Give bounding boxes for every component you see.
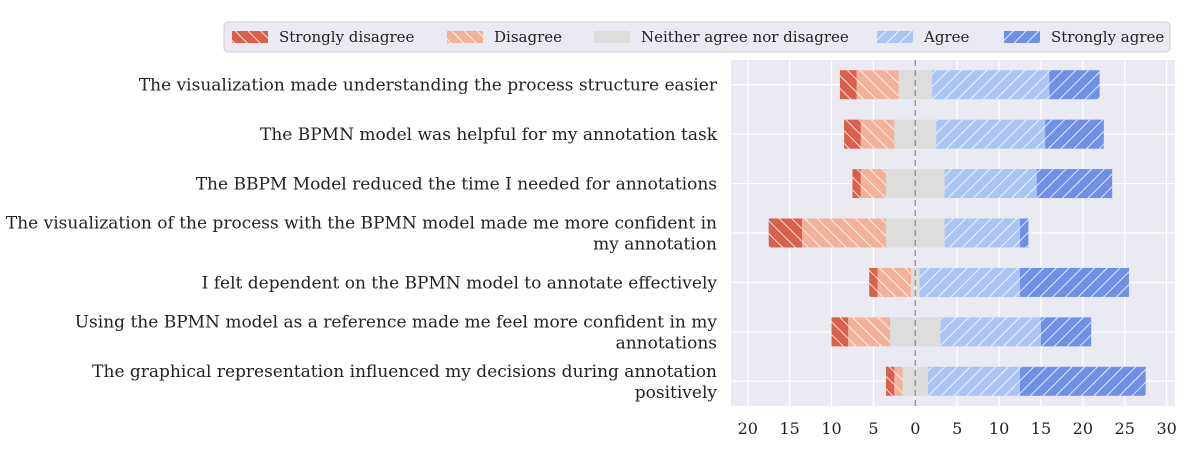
- bar-row-5: [831, 317, 1092, 347]
- legend-swatch-hatch-4: [1004, 31, 1040, 43]
- question-label-0: The visualization made understanding the…: [139, 76, 718, 96]
- legend-swatch-hatch-1: [447, 31, 483, 43]
- legend-swatch-hatch-0: [232, 31, 268, 43]
- legend-label-1: Disagree: [494, 28, 562, 46]
- bar-hatch-6-4: [1020, 366, 1146, 396]
- bar-hatch-2-1: [860, 169, 886, 199]
- legend-swatch-hatch-3: [877, 31, 913, 43]
- bar-hatch-2-0: [852, 169, 861, 199]
- question-label-line-1-0: The BPMN model was helpful for my annota…: [260, 125, 718, 145]
- x-tick-label-5: 5: [952, 419, 962, 438]
- x-tick-label-0: 20: [738, 419, 758, 438]
- legend-frame: [223, 21, 1171, 53]
- question-labels: The visualization made understanding the…: [6, 76, 718, 403]
- bar-hatch-4-4: [1020, 267, 1129, 297]
- legend-label-2: Neither agree nor disagree: [641, 28, 849, 46]
- bar-row-6: [885, 366, 1146, 396]
- question-label-line-6-1: positively: [635, 383, 718, 403]
- bar-hatch-5-1: [848, 317, 891, 347]
- bar-hatch-5-4: [1040, 317, 1092, 347]
- question-label-line-6-0: The graphical representation influenced …: [92, 362, 717, 382]
- bar-hatch-1-3: [936, 119, 1046, 149]
- bar-hatch-6-0: [885, 366, 895, 396]
- bar-row-0: [839, 70, 1100, 100]
- bars: [768, 70, 1146, 396]
- bar-row-3: [768, 218, 1029, 248]
- x-tick-label-1: 15: [779, 419, 799, 438]
- bar-hatch-0-4: [1049, 70, 1100, 100]
- bar-hatch-2-4: [1036, 169, 1113, 199]
- question-label-5: Using the BPMN model as a reference made…: [75, 312, 718, 353]
- bar-hatch-1-1: [860, 119, 895, 149]
- bar-hatch-4-1: [877, 267, 912, 297]
- question-label-line-3-0: The visualization of the process with th…: [6, 214, 717, 234]
- question-label-line-5-0: Using the BPMN model as a reference made…: [75, 312, 718, 332]
- question-label-line-5-1: annotations: [616, 333, 717, 353]
- x-tick-label-4: 0: [910, 419, 920, 438]
- bar-row-2: [852, 169, 1113, 199]
- bar-row-4: [869, 267, 1129, 297]
- bar-hatch-0-3: [932, 70, 1050, 100]
- question-label-2: The BBPM Model reduced the time I needed…: [196, 175, 717, 195]
- legend-label-4: Strongly agree: [1051, 28, 1164, 46]
- bar-hatch-2-3: [944, 169, 1037, 199]
- legend-label-0: Strongly disagree: [279, 28, 414, 46]
- bar-hatch-4-0: [869, 267, 878, 297]
- bar-hatch-3-1: [802, 218, 886, 248]
- question-label-3: The visualization of the process with th…: [6, 214, 717, 255]
- x-axis-tick-labels: 20 15 10 5 0 5 10 15 20 25 30: [738, 419, 1177, 438]
- bar-hatch-5-3: [940, 317, 1041, 347]
- x-tick-label-8: 20: [1073, 419, 1093, 438]
- question-label-line-2-0: The BBPM Model reduced the time I needed…: [196, 175, 717, 195]
- bar-hatch-3-0: [768, 218, 803, 248]
- x-tick-label-10: 30: [1156, 419, 1176, 438]
- x-tick-label-3: 5: [868, 419, 878, 438]
- question-label-line-4-0: I felt dependent on the BPMN model to an…: [202, 273, 718, 293]
- legend: Strongly disagree Disagree Neither agree n…: [223, 21, 1171, 53]
- bar-hatch-6-3: [927, 366, 1021, 396]
- bar-hatch-3-3: [944, 218, 1021, 248]
- bar-hatch-4-3: [919, 267, 1021, 297]
- question-label-line-0-0: The visualization made understanding the…: [139, 76, 718, 96]
- bar-hatch-1-4: [1045, 119, 1104, 149]
- question-label-line-3-1: my annotation: [593, 235, 717, 255]
- bar-hatch-1-0: [844, 119, 861, 149]
- bar-hatch-5-0: [831, 317, 849, 347]
- question-label-4: I felt dependent on the BPMN model to an…: [202, 273, 718, 293]
- question-label-6: The graphical representation influenced …: [92, 362, 717, 403]
- x-tick-label-2: 10: [821, 419, 841, 438]
- legend-label-3: Agree: [923, 28, 969, 46]
- legend-swatch-2: [594, 31, 630, 43]
- bar-hatch-0-1: [856, 70, 899, 100]
- bar-hatch-0-0: [839, 70, 857, 100]
- bar-hatch-3-4: [1020, 218, 1029, 248]
- x-tick-label-9: 25: [1115, 419, 1135, 438]
- x-tick-label-6: 10: [989, 419, 1009, 438]
- bar-row-1: [844, 119, 1104, 149]
- x-tick-label-7: 15: [1031, 419, 1051, 438]
- bar-hatch-6-1: [894, 366, 903, 396]
- question-label-1: The BPMN model was helpful for my annota…: [260, 125, 718, 145]
